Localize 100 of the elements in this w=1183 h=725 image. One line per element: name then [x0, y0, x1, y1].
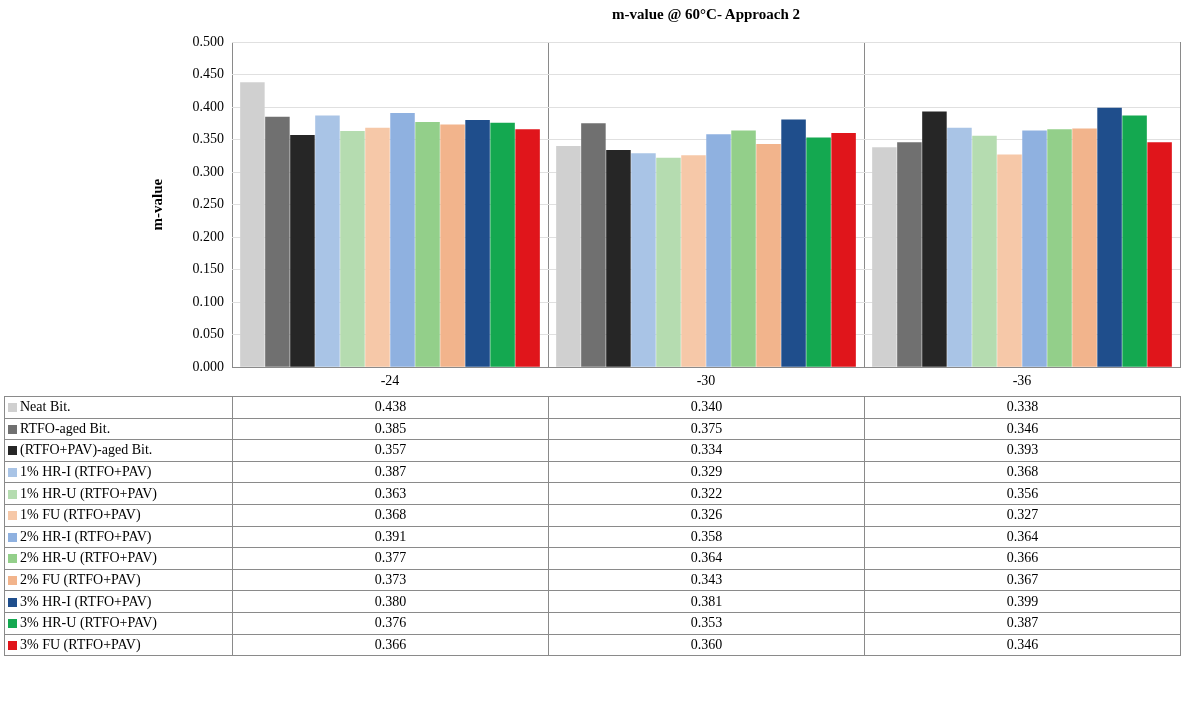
bar	[315, 115, 340, 367]
y-tick-label: 0.050	[192, 326, 224, 342]
bar	[515, 129, 540, 367]
bar	[606, 149, 631, 367]
bar	[631, 153, 656, 367]
bar	[731, 130, 756, 367]
bar	[872, 147, 897, 367]
bar	[581, 123, 606, 367]
y-tick-label: 0.000	[192, 358, 224, 374]
y-tick-label: 0.400	[192, 98, 224, 114]
data-label: 0.343	[548, 569, 865, 591]
data-label: 0.393	[864, 439, 1181, 462]
bar	[947, 127, 972, 367]
legend-label: 2% HR-U (RTFO+PAV)	[20, 550, 157, 566]
legend-label: 2% HR-I (RTFO+PAV)	[20, 528, 152, 544]
data-label: 0.346	[864, 634, 1181, 656]
data-label: 0.368	[232, 504, 549, 527]
bar	[490, 122, 515, 367]
bar	[415, 122, 440, 367]
data-label: 0.363	[232, 482, 549, 505]
data-label: 0.376	[232, 612, 549, 635]
data-label: 0.399	[864, 590, 1181, 613]
bar	[656, 157, 681, 367]
legend-label: 3% FU (RTFO+PAV)	[20, 636, 141, 652]
bar	[806, 137, 831, 367]
bar	[465, 120, 490, 367]
bar	[265, 116, 290, 367]
data-label: 0.385	[232, 418, 549, 440]
bar	[340, 131, 365, 367]
data-label: 0.367	[864, 569, 1181, 591]
y-tick-label: 0.200	[192, 228, 224, 244]
bar	[1097, 107, 1122, 367]
data-label: 0.373	[232, 569, 549, 591]
data-label: 0.380	[232, 590, 549, 613]
bar	[365, 127, 390, 367]
bar	[440, 124, 465, 367]
data-label: 0.327	[864, 504, 1181, 527]
y-tick-label: 0.450	[192, 66, 224, 82]
data-label: 0.338	[864, 396, 1181, 419]
bar	[681, 155, 706, 367]
bar	[1072, 128, 1097, 367]
x-tick-label: -36	[1012, 373, 1032, 389]
bar	[390, 112, 415, 367]
bar	[831, 133, 856, 367]
bar	[1122, 115, 1147, 367]
data-label: 0.360	[548, 634, 865, 656]
bar	[922, 111, 947, 367]
data-label: 0.375	[548, 418, 865, 440]
y-tick-label: 0.250	[192, 196, 224, 212]
bar	[781, 119, 806, 367]
y-tick-label: 0.100	[192, 293, 224, 309]
data-label: 0.357	[232, 439, 549, 462]
y-axis-title: m-value	[148, 178, 165, 231]
bar	[1022, 130, 1047, 367]
legend-label: Neat Bit.	[20, 399, 71, 415]
x-tick-label: -30	[696, 373, 716, 389]
data-label: 0.366	[232, 634, 549, 656]
data-label: 0.326	[548, 504, 865, 527]
data-label: 0.368	[864, 461, 1181, 483]
legend-label: 1% HR-I (RTFO+PAV)	[20, 464, 152, 480]
chart-title: m-value @ 60°C- Approach 2	[611, 6, 801, 23]
data-label: 0.346	[864, 418, 1181, 440]
legend-label: 1% HR-U (RTFO+PAV)	[20, 485, 157, 501]
bar	[1147, 142, 1172, 367]
data-label: 0.366	[864, 547, 1181, 570]
data-label: 0.340	[548, 396, 865, 419]
data-label: 0.391	[232, 526, 549, 548]
data-label: 0.387	[232, 461, 549, 483]
x-tick-label: -24	[380, 373, 400, 389]
data-label: 0.377	[232, 547, 549, 570]
bar	[290, 135, 315, 367]
bar	[1047, 129, 1072, 367]
legend-label: 2% FU (RTFO+PAV)	[20, 572, 141, 588]
data-label: 0.353	[548, 612, 865, 635]
legend-label: (RTFO+PAV)-aged Bit.	[20, 442, 153, 458]
bar	[706, 134, 731, 367]
data-label: 0.356	[864, 482, 1181, 505]
y-tick-label: 0.350	[192, 131, 224, 147]
bar	[897, 142, 922, 367]
data-label: 0.322	[548, 482, 865, 505]
legend-label: RTFO-aged Bit.	[20, 420, 111, 436]
y-tick-label: 0.150	[192, 261, 224, 277]
bar	[756, 144, 781, 367]
data-label: 0.387	[864, 612, 1181, 635]
legend-label: 3% HR-U (RTFO+PAV)	[20, 615, 157, 631]
data-label: 0.364	[864, 526, 1181, 548]
bar	[972, 135, 997, 367]
data-label: 0.438	[232, 396, 549, 419]
y-tick-label: 0.500	[192, 33, 224, 49]
bar	[997, 154, 1022, 367]
bar	[556, 146, 581, 367]
data-label: 0.364	[548, 547, 865, 570]
legend-label: 1% FU (RTFO+PAV)	[20, 507, 141, 523]
data-label: 0.381	[548, 590, 865, 613]
data-label: 0.358	[548, 526, 865, 548]
y-tick-label: 0.300	[192, 163, 224, 179]
bar	[240, 82, 265, 367]
data-label: 0.334	[548, 439, 865, 462]
legend-label: 3% HR-I (RTFO+PAV)	[20, 593, 152, 609]
data-label: 0.329	[548, 461, 865, 483]
